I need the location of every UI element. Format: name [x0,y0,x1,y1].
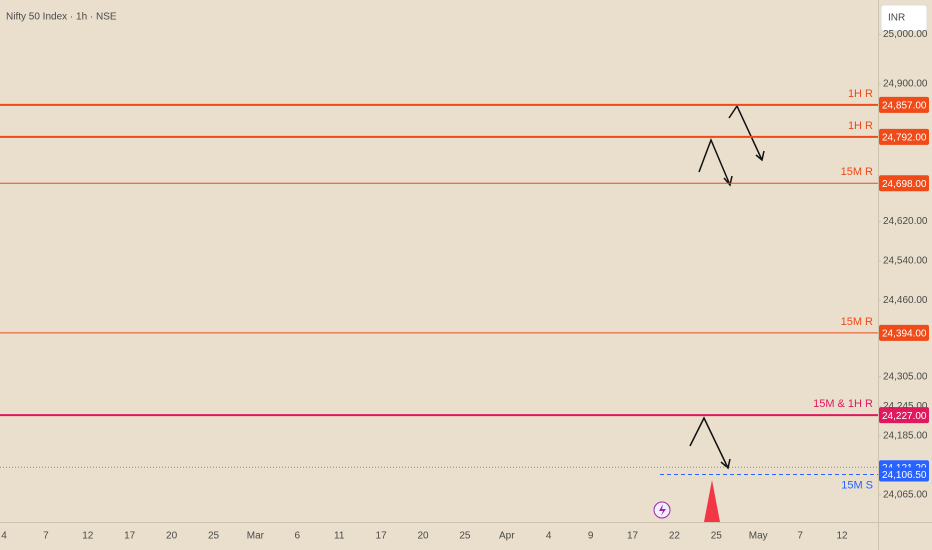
x-tick-label: 20 [417,531,429,542]
y-tick-label: 24,065.00 [883,490,928,501]
price-tag [879,407,929,424]
x-tick-label: 17 [376,531,388,542]
price-tag [879,128,929,145]
event-icon-bolt [659,504,666,516]
price-tag-label: 24,792.00 [882,133,927,144]
y-tick-label: 24,900.00 [883,78,928,89]
price-tag [879,324,929,341]
y-tick-label: 24,460.00 [883,295,928,306]
currency-button[interactable] [880,4,928,32]
price-tag-label: 24,227.00 [882,411,927,422]
level-name: 1H R [848,120,873,132]
price-tag [879,96,929,113]
y-tick-label: 24,185.00 [883,430,928,441]
x-tick-label: 7 [43,531,49,542]
price-tag [879,467,929,482]
y-tick-label: 24,245.00 [883,401,928,412]
arrow-drawings [689,104,765,470]
level-name: 1H R [848,88,873,100]
x-tick-label: 20 [166,531,178,542]
x-tick-label: 4 [1,531,7,542]
y-tick-label: 25,000.00 [883,29,928,40]
x-tick-label: 22 [669,531,681,542]
level-name: 15M S [841,479,873,491]
x-tick-label: 17 [124,531,136,542]
price-tag-label: 24,698.00 [882,179,927,190]
x-tick-label: 17 [627,531,639,542]
chart-title: Nifty 50 Index · 1h · NSE [6,12,117,23]
x-tick-label: 6 [295,531,301,542]
x-tick-label: 4 [546,531,552,542]
x-tick-label: 12 [836,531,848,542]
price-tag-label: 24,394.00 [882,329,927,340]
price-tag-label: 24,857.00 [882,101,927,112]
y-tick-label: 24,305.00 [883,371,928,382]
currency[interactable]: INR [888,13,905,24]
y-tick-label: 24,540.00 [883,256,928,267]
level-name: 15M R [841,166,873,178]
x-tick-label: Apr [499,531,515,542]
x-tick-label: Mar [247,531,265,542]
price-tag-label: 24,106.50 [882,470,927,481]
level-name: 15M R [841,316,873,328]
x-tick-label: 7 [797,531,803,542]
x-tick-label: 25 [711,531,723,542]
x-tick-label: 25 [459,531,471,542]
x-tick-label: 12 [82,531,94,542]
x-tick-label: 25 [208,531,220,542]
x-tick-label: 9 [588,531,594,542]
y-tick-label: 24,620.00 [883,216,928,227]
x-tick-label: May [749,531,768,542]
signal-marker [704,480,720,522]
x-tick-label: 11 [334,531,345,542]
price-tag [879,175,929,192]
level-name: 15M & 1H R [813,398,873,410]
